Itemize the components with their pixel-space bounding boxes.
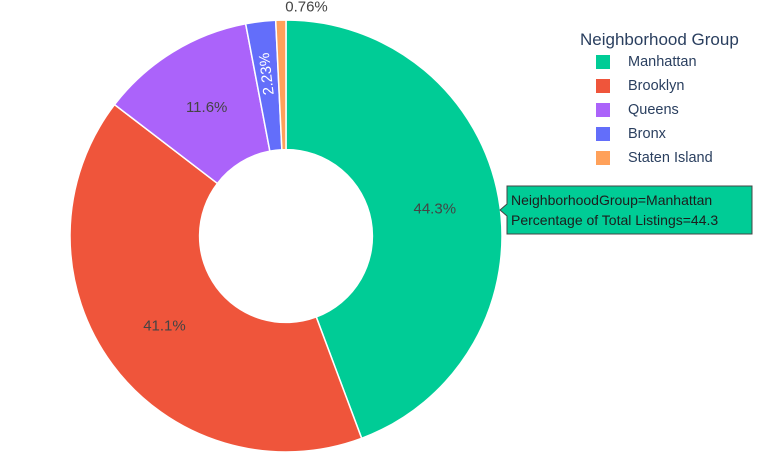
donut-slices bbox=[69, 19, 503, 453]
legend: Neighborhood Group Manhattan Brooklyn Quee… bbox=[580, 30, 739, 166]
slice-labels: 44.3% 41.1% 11.6% 2.23% 0.76% bbox=[143, 0, 456, 334]
legend-label-queens[interactable]: Queens bbox=[628, 102, 679, 118]
slice-manhattan[interactable] bbox=[285, 19, 503, 440]
slice-label-brooklyn: 41.1% bbox=[143, 317, 186, 334]
legend-label-bronx[interactable]: Bronx bbox=[628, 126, 667, 142]
legend-label-staten-island[interactable]: Staten Island bbox=[628, 150, 713, 166]
hover-line-1: NeighborhoodGroup=Manhattan bbox=[511, 192, 712, 208]
legend-swatch-bronx[interactable] bbox=[596, 127, 610, 141]
legend-swatch-manhattan[interactable] bbox=[596, 55, 610, 69]
legend-swatch-brooklyn[interactable] bbox=[596, 79, 610, 93]
hover-tooltip: NeighborhoodGroup=Manhattan Percentage of… bbox=[499, 185, 753, 235]
legend-title: Neighborhood Group bbox=[580, 30, 739, 49]
hover-line-2: Percentage of Total Listings=44.3 bbox=[511, 212, 718, 228]
legend-swatch-queens[interactable] bbox=[596, 103, 610, 117]
slice-label-queens: 11.6% bbox=[186, 99, 227, 116]
slice-label-staten-island: 0.76% bbox=[285, 0, 328, 16]
legend-label-manhattan[interactable]: Manhattan bbox=[628, 54, 697, 70]
slice-label-manhattan: 44.3% bbox=[414, 201, 457, 218]
legend-label-brooklyn[interactable]: Brooklyn bbox=[628, 78, 684, 94]
slice-label-bronx: 2.23% bbox=[256, 52, 278, 96]
hover-box bbox=[499, 185, 753, 235]
slice-brooklyn[interactable] bbox=[69, 103, 363, 453]
legend-swatch-staten-island[interactable] bbox=[596, 151, 610, 165]
slice-staten-island[interactable] bbox=[274, 19, 287, 151]
legend-items: Manhattan Brooklyn Queens Bronx Staten Islan… bbox=[596, 54, 713, 166]
